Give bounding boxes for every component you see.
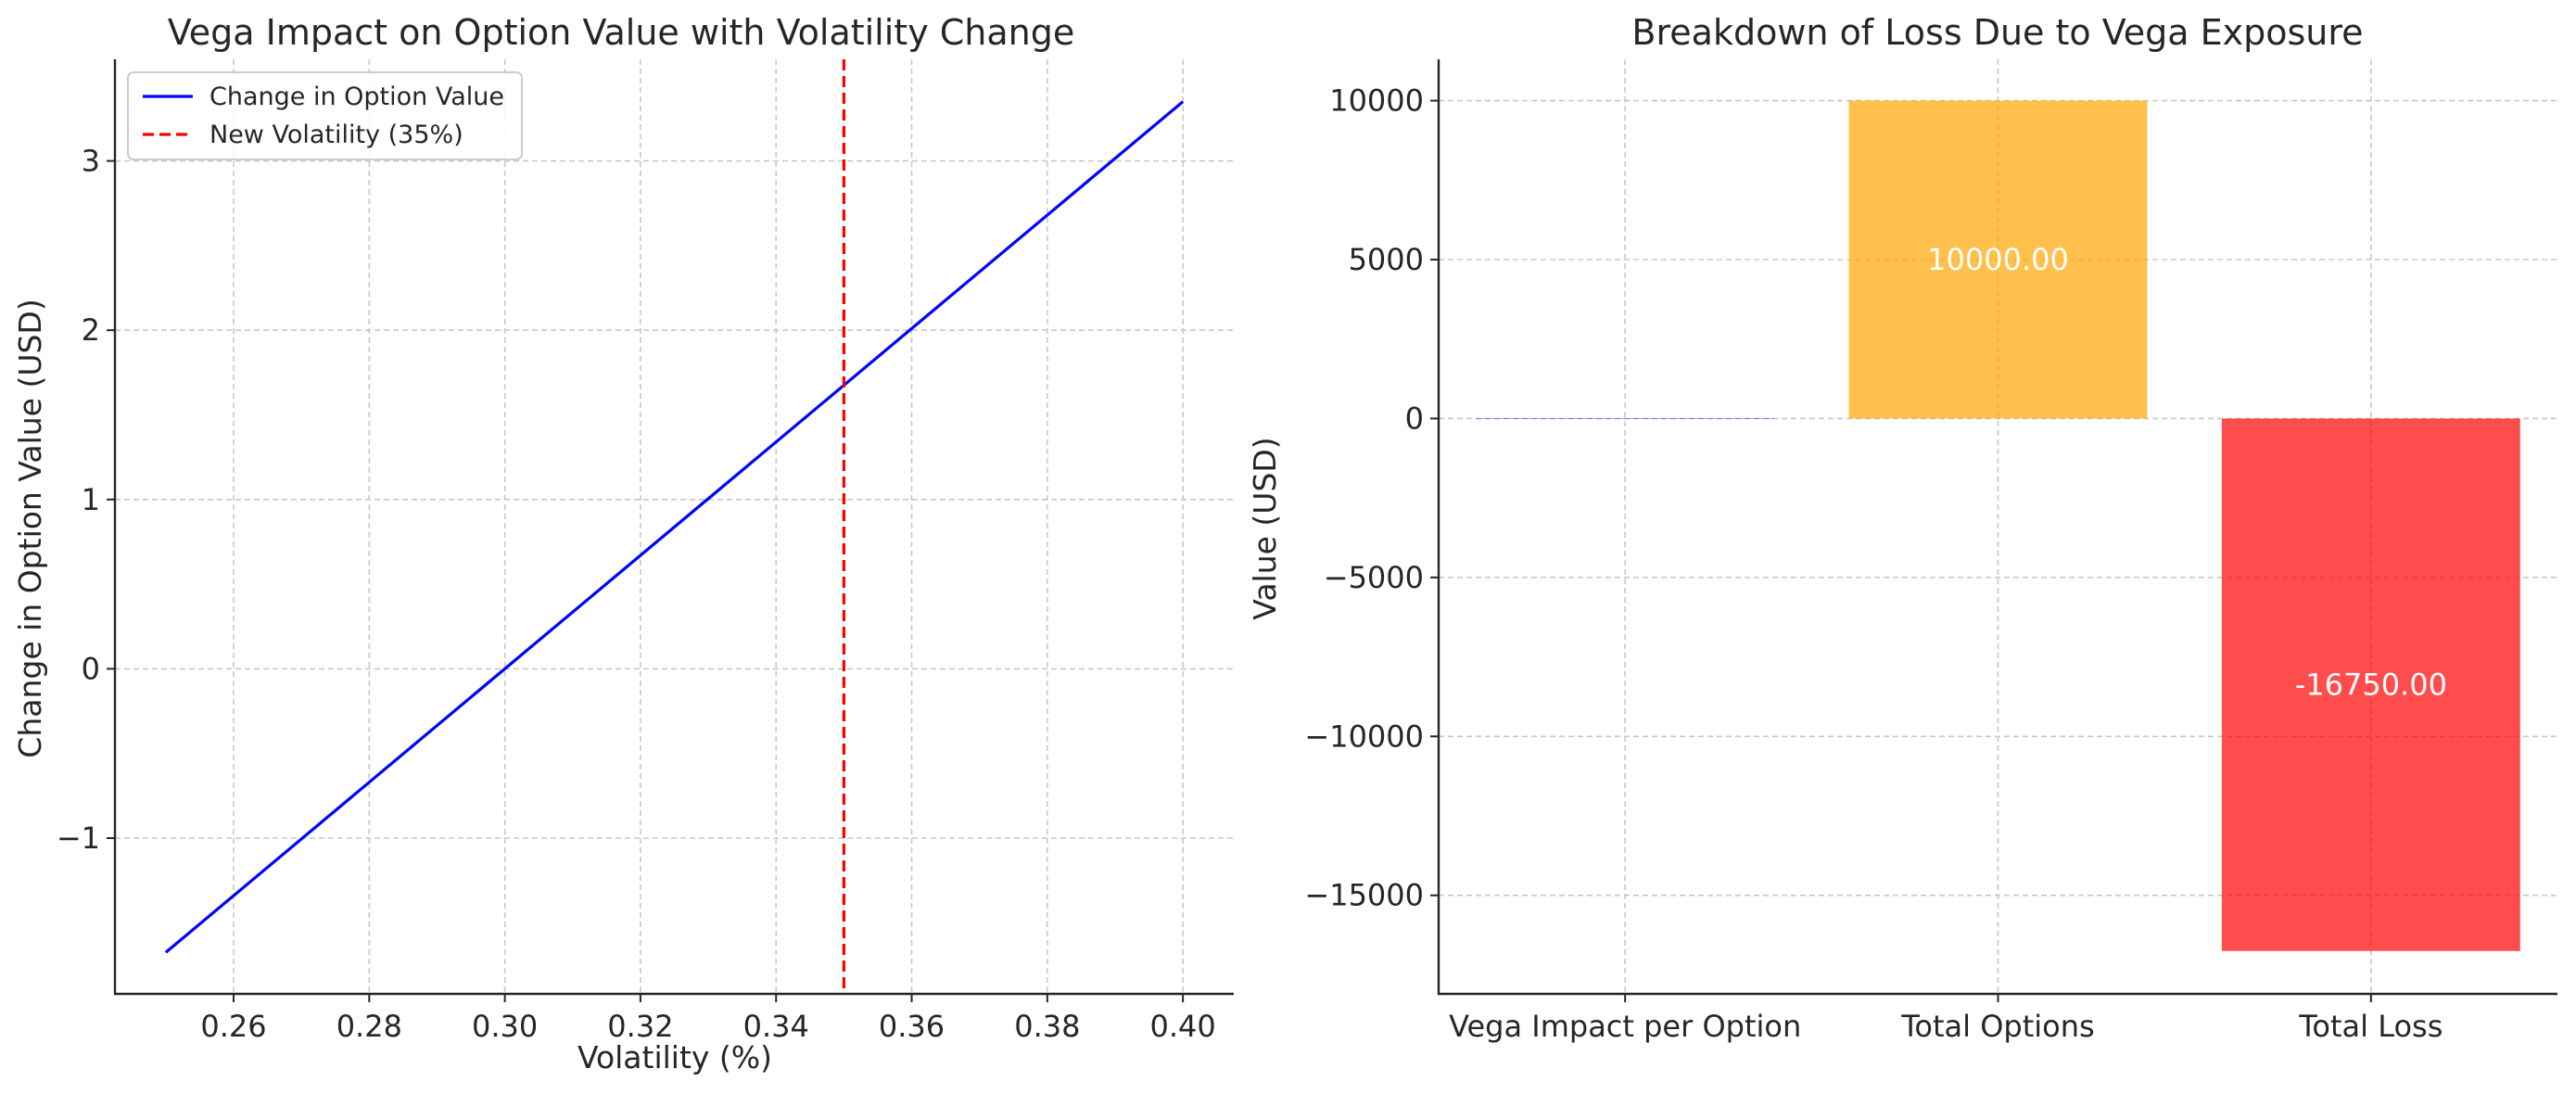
- bar-chart-axes: [1437, 59, 2557, 996]
- y-tick-label: −5000: [1324, 560, 1424, 595]
- line-chart-y-ticks: −1 0 1 2 3: [57, 144, 115, 856]
- bar-chart-y-ticks: 10000 5000 0 −5000 −10000 −15000: [1304, 83, 1439, 913]
- line-chart-title: Vega Impact on Option Value with Volatil…: [168, 12, 1075, 53]
- y-tick-label: 0: [82, 651, 100, 686]
- line-chart-grid: [115, 59, 1234, 994]
- line-chart-panel: Vega Impact on Option Value with Volatil…: [12, 12, 1234, 1075]
- x-tick-label: 0.32: [607, 1009, 673, 1044]
- legend-box: [127, 71, 523, 160]
- line-chart-axes: [113, 59, 1234, 996]
- bar-chart-title: Breakdown of Loss Due to Vega Exposure: [1631, 12, 2363, 53]
- category-label: Total Loss: [2298, 1009, 2443, 1044]
- x-tick-label: 0.34: [743, 1009, 809, 1044]
- y-tick-label: 2: [82, 312, 100, 348]
- x-tick-label: 0.38: [1014, 1009, 1080, 1044]
- y-tick-label: −15000: [1304, 878, 1424, 913]
- x-tick-label: 0.26: [200, 1009, 266, 1044]
- bar-value-label: -16750.00: [2295, 668, 2447, 703]
- line-chart-x-axis-label: Volatility (%): [577, 1039, 772, 1075]
- bar-chart-plot: 10000.00 -16750.00: [1476, 100, 2520, 951]
- category-label: Total Options: [1900, 1009, 2094, 1044]
- bar-value-label: 10000.00: [1927, 242, 2069, 277]
- bar-chart-y-axis-label: Value (USD): [1247, 437, 1283, 619]
- bar-chart-x-ticks: Vega Impact per Option Total Options Total…: [1449, 994, 2443, 1044]
- line-chart-x-ticks: 0.26 0.28 0.30 0.32 0.34 0.36 0.38 0.40: [200, 994, 1216, 1044]
- line-chart-y-axis-label: Change in Option Value (USD): [12, 299, 48, 757]
- category-label: Vega Impact per Option: [1449, 1009, 1801, 1044]
- y-tick-label: 3: [82, 144, 100, 179]
- x-tick-label: 0.30: [472, 1009, 538, 1044]
- y-tick-label: −10000: [1304, 719, 1424, 754]
- y-tick-label: 10000: [1329, 83, 1424, 119]
- x-tick-label: 0.36: [879, 1009, 945, 1044]
- bar-vega-impact-per-option: [1476, 418, 1775, 419]
- y-tick-label: −1: [57, 820, 100, 856]
- y-tick-label: 5000: [1349, 242, 1424, 277]
- line-chart-plot: [164, 59, 1185, 994]
- bar-total-options: [1848, 100, 2148, 419]
- legend-label-new-volatility: New Volatility (35%): [209, 121, 463, 149]
- x-tick-label: 0.40: [1150, 1009, 1216, 1044]
- option-value-line: [164, 100, 1185, 954]
- y-tick-label: 0: [1405, 401, 1424, 436]
- legend-label-option-value: Change in Option Value: [209, 83, 504, 111]
- line-chart-legend: Change in Option Value New Volatility (3…: [127, 71, 523, 160]
- y-tick-label: 1: [82, 482, 100, 517]
- x-tick-label: 0.28: [336, 1009, 402, 1044]
- bar-total-loss: [2221, 418, 2520, 951]
- bar-chart-panel: Breakdown of Loss Due to Vega Exposure 1…: [1247, 12, 2557, 1044]
